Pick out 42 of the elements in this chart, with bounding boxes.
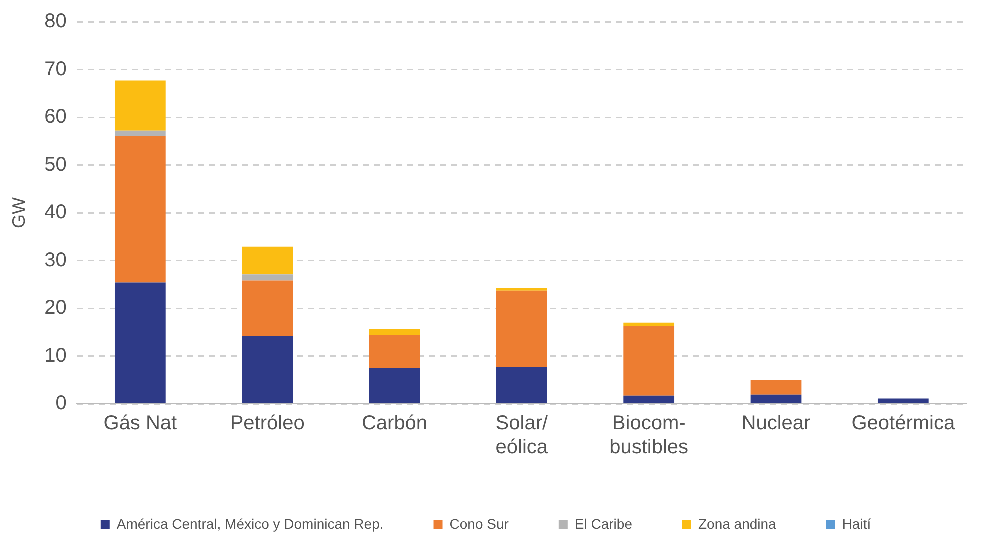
bar: [114, 130, 166, 136]
legend-label: Cono Sur: [450, 516, 510, 532]
x-tick-label: Geotérmica: [852, 412, 956, 435]
bar: [114, 136, 166, 283]
x-tick-label: Carbón: [362, 412, 428, 435]
bar: [624, 396, 675, 404]
y-axis-title: GW: [8, 198, 29, 228]
x-tick-label: Biocom- bustibles: [610, 412, 689, 459]
y-tick-label: 0: [56, 392, 67, 415]
bar: [242, 280, 294, 336]
bar: [496, 290, 548, 368]
y-tick-label: 30: [44, 249, 67, 272]
y-tick-label: 10: [44, 344, 67, 367]
bar: [114, 80, 166, 131]
y-tick-label: 60: [44, 106, 67, 128]
bar: [242, 246, 294, 275]
bar: [624, 322, 675, 326]
y-tick-label: 20: [44, 297, 67, 320]
y-tick-label: 50: [44, 154, 67, 176]
x-tick-label: Solar/ eólica: [496, 412, 549, 459]
legend-label: América Central, México y Dominican Rep.: [116, 516, 384, 532]
bar: [114, 282, 166, 404]
bar: [242, 274, 294, 281]
x-tick-label: Petróleo: [230, 412, 305, 435]
y-tick-label: 80: [44, 10, 67, 33]
bar: [242, 336, 294, 404]
bar: [750, 394, 802, 404]
legend-label: El Caribe: [574, 516, 633, 532]
y-tick-label: 40: [44, 202, 67, 224]
y-tick-label: 70: [44, 58, 67, 80]
x-tick-label: Nuclear: [742, 412, 812, 435]
bar: [496, 367, 548, 404]
bar: [878, 398, 929, 404]
legend-label: Zona andina: [698, 516, 777, 532]
bar: [369, 329, 420, 336]
bar: [369, 335, 420, 368]
x-tick-label: Gás Nat: [104, 412, 178, 435]
bar: [750, 380, 802, 395]
bar: [369, 368, 420, 404]
legend-label: Haití: [842, 516, 872, 532]
bar: [624, 326, 675, 396]
bar: [496, 288, 548, 291]
